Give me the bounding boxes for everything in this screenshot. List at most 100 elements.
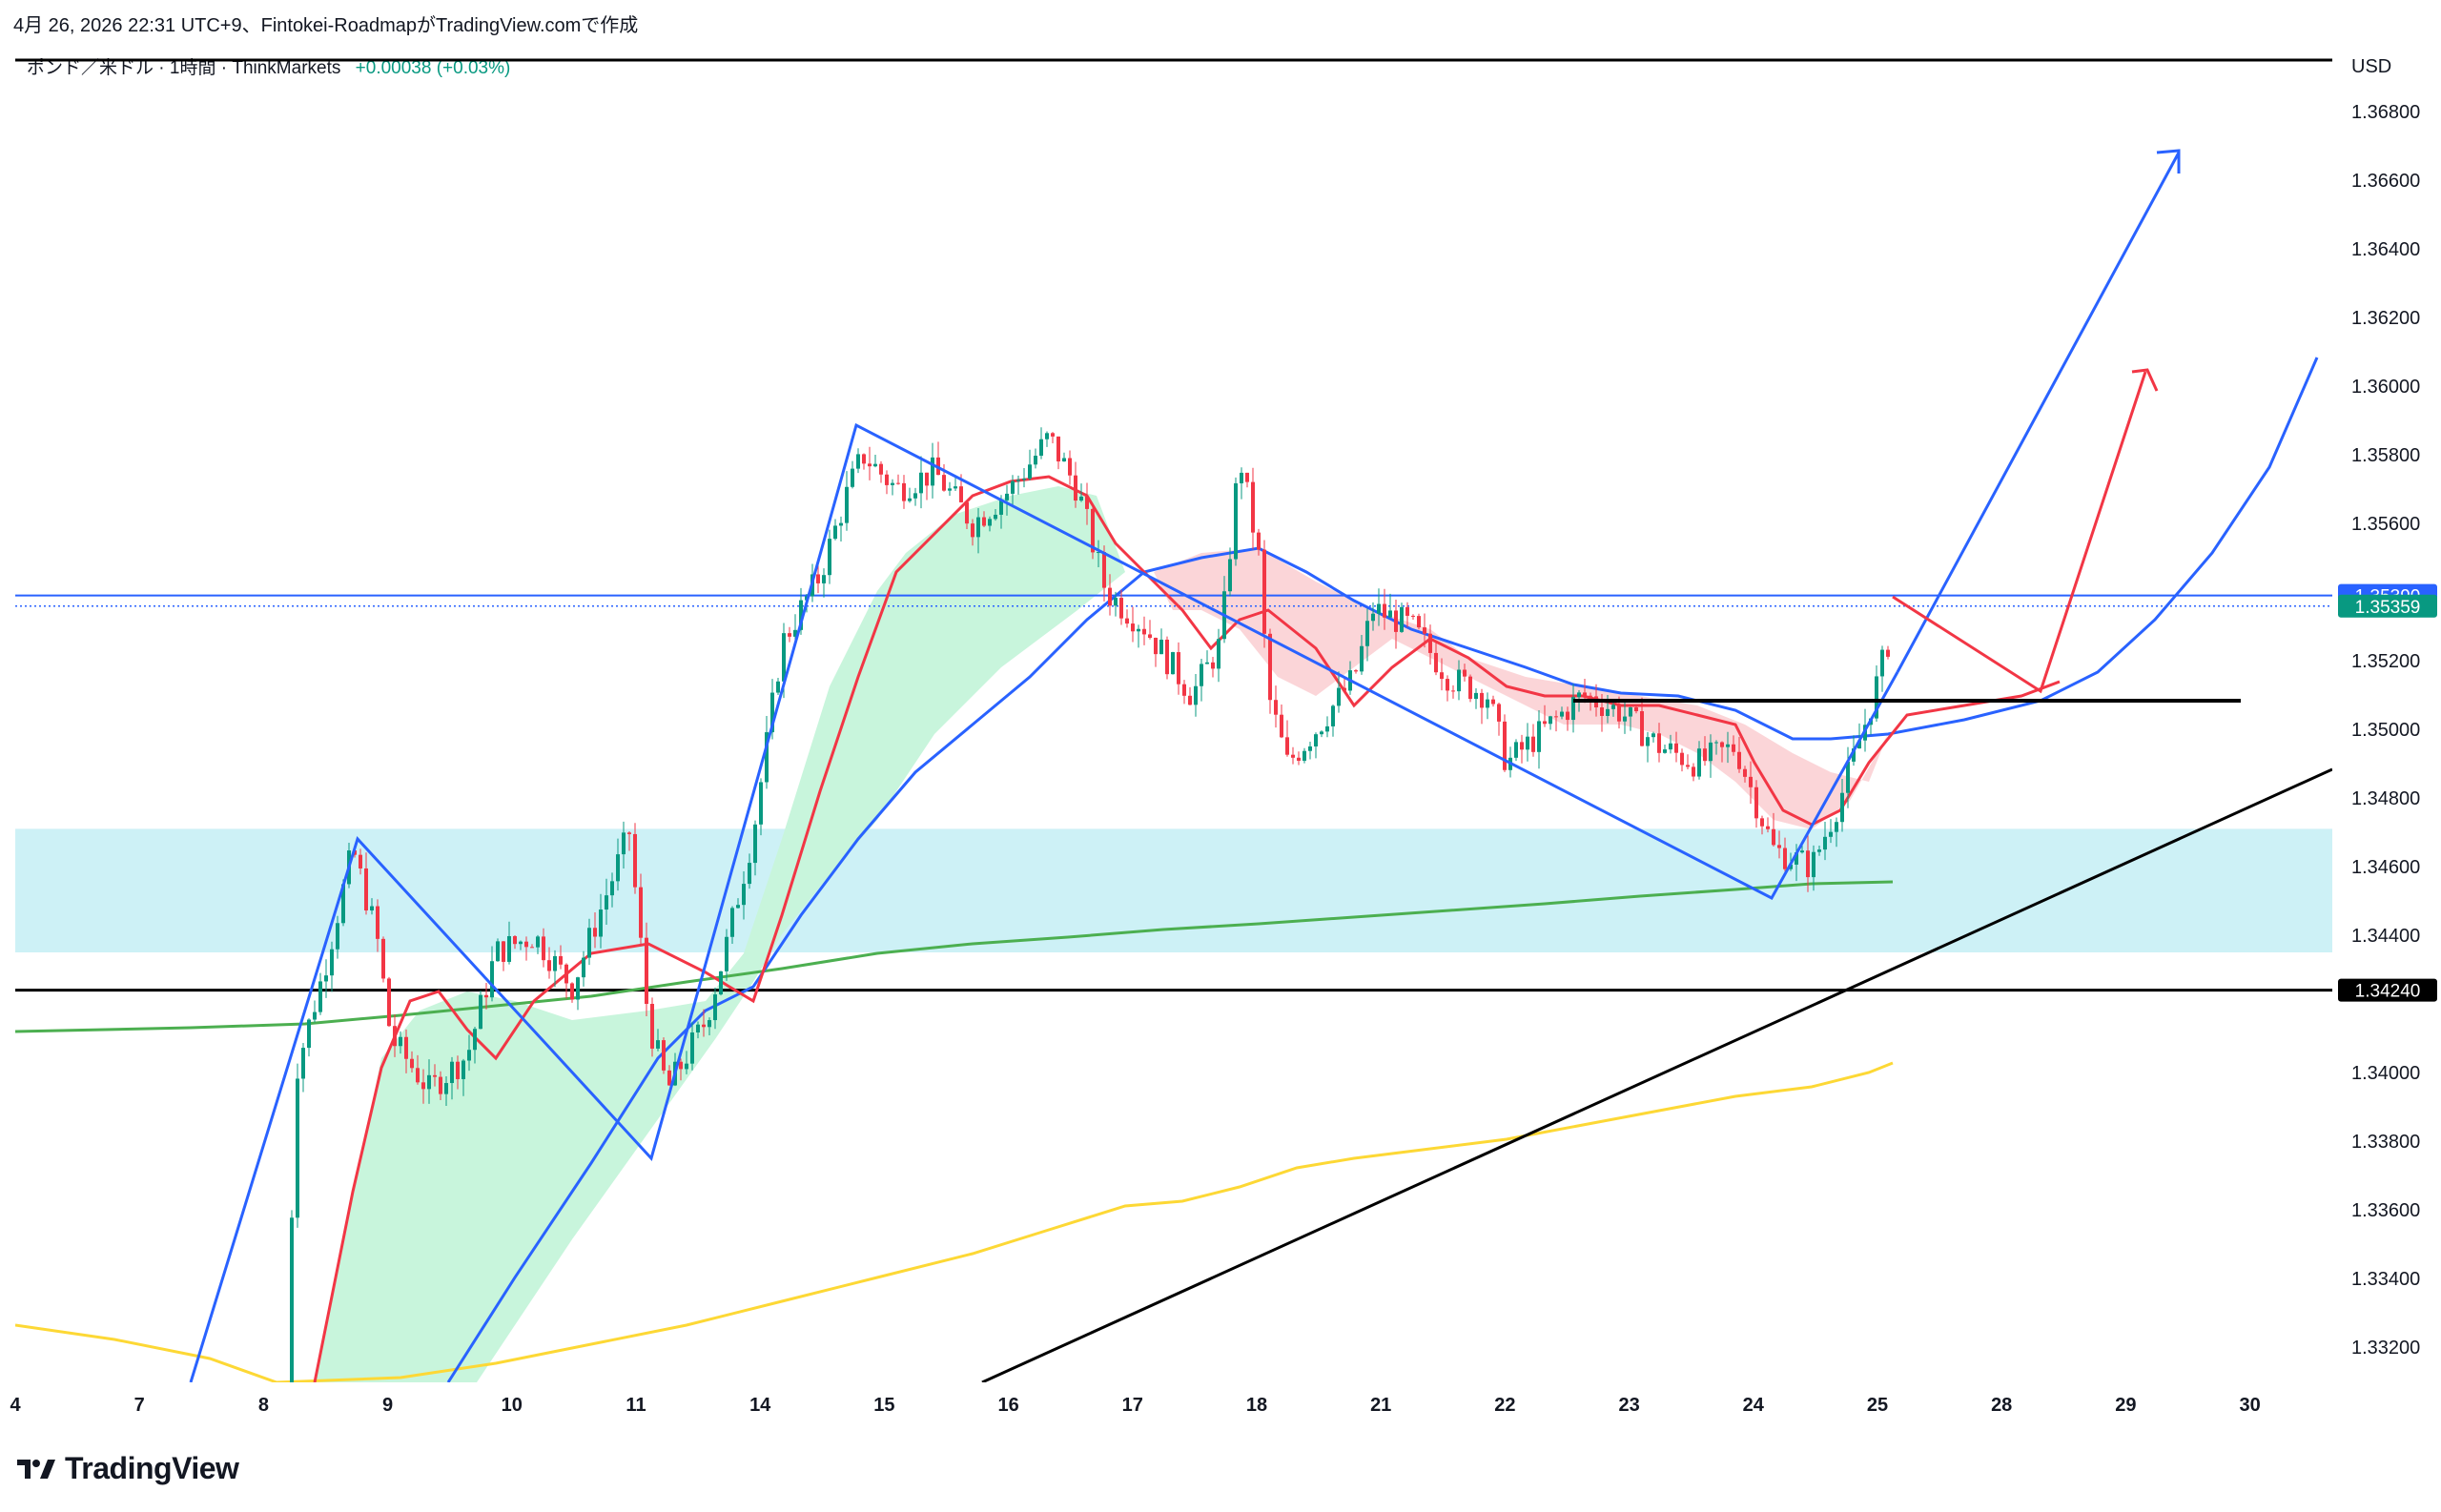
candle-body: [1577, 692, 1581, 698]
y-tick-label: 1.35800: [2351, 445, 2420, 466]
candle-body: [370, 906, 374, 911]
candle-body: [1651, 733, 1655, 738]
candle-body: [799, 600, 803, 630]
candle-body: [1520, 742, 1524, 750]
channel-upper-blue: [1896, 152, 2181, 673]
candle-body: [1131, 623, 1135, 632]
candle-body: [856, 454, 860, 469]
candle-body: [1663, 749, 1667, 753]
candle-body: [479, 994, 482, 1030]
candle-body: [1640, 711, 1644, 746]
candle-body: [467, 1050, 471, 1061]
candle-body: [1732, 744, 1735, 752]
candle-body: [1692, 766, 1695, 777]
candle-body: [570, 983, 574, 1000]
candle-body: [307, 1019, 311, 1049]
candle-body: [290, 1217, 294, 1382]
candle-body: [1669, 743, 1672, 750]
candle-body: [1674, 743, 1678, 753]
price-badge-label: 1.35359: [2355, 598, 2421, 618]
candle-body: [1680, 752, 1684, 766]
candle-body: [1011, 480, 1015, 494]
candle-body: [816, 574, 820, 583]
y-tick-label: 1.35000: [2351, 720, 2420, 741]
candle-body: [1079, 496, 1083, 501]
candle-body: [1480, 692, 1484, 708]
candle-body: [1446, 679, 1449, 691]
candle-body: [845, 486, 849, 523]
candle-body: [833, 525, 837, 540]
candle-body: [1783, 848, 1787, 869]
candle-body: [1766, 826, 1770, 829]
candle-body: [971, 523, 974, 538]
candle-body: [553, 955, 557, 971]
candle-body: [564, 964, 568, 984]
symbol-info[interactable]: ポンド／米ドル · 1時間 · ThinkMarkets +0.00038 (+…: [27, 53, 510, 79]
candle-body: [605, 895, 608, 910]
x-tick-label: 21: [1370, 1395, 1391, 1416]
candle-body: [1549, 716, 1552, 725]
candle-body: [1194, 685, 1198, 705]
candle-body: [456, 1061, 460, 1079]
candle-body: [685, 1063, 688, 1070]
tradingview-logo-text: TradingView: [65, 1451, 239, 1485]
candle-body: [793, 629, 797, 637]
candle-body: [1760, 818, 1764, 827]
candle-body: [576, 977, 580, 1000]
candle-body: [416, 1068, 420, 1083]
tradingview-logo[interactable]: TradingView: [17, 1451, 239, 1486]
candle-body: [885, 474, 889, 485]
candle-body: [364, 868, 368, 911]
candle-body: [462, 1060, 465, 1079]
candle-body: [1491, 699, 1495, 705]
candle-body: [616, 854, 620, 882]
candle-body: [1211, 662, 1215, 669]
candle-body: [1709, 742, 1713, 762]
candle-body: [1388, 610, 1392, 618]
currency-label[interactable]: USD: [2351, 56, 2391, 77]
candle-body: [1240, 472, 1243, 483]
x-tick-label: 25: [1867, 1395, 1888, 1416]
candle-body: [1125, 618, 1129, 624]
x-tick-label: 18: [1246, 1395, 1267, 1416]
candle-body: [1726, 744, 1730, 747]
projection-red: [1892, 371, 2147, 694]
candle-body: [1560, 711, 1564, 717]
x-tick-label: 23: [1618, 1395, 1639, 1416]
y-tick-label: 1.36600: [2351, 171, 2420, 192]
candle-body: [1457, 669, 1461, 692]
candle-body: [324, 975, 328, 982]
price-axis[interactable]: 1.36800 1.36600 1.36400 1.36200 1.36000 1.358…: [2351, 102, 2420, 1359]
candle-body: [1325, 725, 1329, 732]
candle-body: [1280, 714, 1283, 738]
candle-body: [1262, 549, 1266, 634]
candle-body: [593, 928, 597, 937]
candle-body: [359, 854, 362, 868]
candle-body: [1777, 845, 1781, 848]
candle-body: [1114, 598, 1118, 606]
candle-body: [1697, 748, 1701, 777]
candle-body: [959, 486, 963, 502]
candle-body: [622, 832, 626, 855]
candle-body: [1737, 751, 1741, 769]
candle-body: [1331, 705, 1335, 726]
candle-body: [536, 936, 540, 948]
candle-body: [1051, 433, 1055, 437]
y-tick-label: 1.34800: [2351, 788, 2420, 809]
candle-body: [1360, 645, 1364, 672]
candle-body: [496, 941, 500, 962]
candle-body: [582, 957, 585, 978]
candle-body: [1720, 742, 1724, 747]
candle-body: [942, 475, 946, 491]
candle-body: [1812, 851, 1815, 878]
time-axis[interactable]: 4 7 8 9 10 11 14 15 16 17 18 21 22 23 24 25 28 29 30: [10, 1395, 2260, 1416]
candle-body: [1434, 652, 1438, 673]
candle-body: [433, 1074, 437, 1077]
candle-body: [1400, 606, 1404, 632]
symbol-name: ポンド／米ドル · 1時間 · ThinkMarkets: [27, 58, 341, 78]
candle-body: [742, 884, 746, 906]
x-tick-label: 9: [382, 1395, 393, 1416]
candle-body: [1405, 606, 1409, 616]
